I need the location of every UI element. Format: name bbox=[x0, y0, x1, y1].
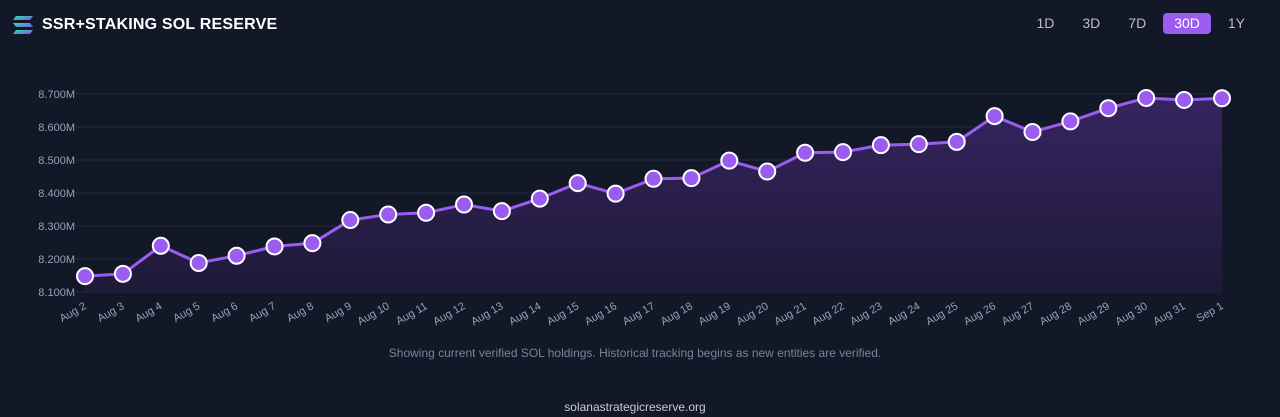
x-tick-label: Aug 10 bbox=[355, 300, 391, 328]
data-point bbox=[606, 184, 625, 203]
x-tick-label: Aug 20 bbox=[734, 300, 770, 328]
data-point bbox=[834, 143, 852, 162]
data-point bbox=[417, 203, 436, 222]
x-tick-label: Aug 22 bbox=[810, 300, 846, 328]
x-tick-label: Aug 13 bbox=[469, 300, 505, 328]
data-point bbox=[265, 237, 284, 256]
y-tick-label: 8.400M bbox=[38, 188, 75, 200]
data-point bbox=[113, 264, 132, 283]
data-point bbox=[1023, 122, 1042, 141]
data-point bbox=[720, 151, 739, 170]
x-tick-label: Aug 26 bbox=[962, 300, 998, 328]
data-point bbox=[379, 205, 398, 224]
data-point bbox=[341, 211, 360, 230]
time-range-tabs: 1D 3D 7D 30D 1Y bbox=[1025, 13, 1256, 34]
data-point bbox=[947, 132, 966, 151]
data-point bbox=[530, 189, 549, 208]
data-point bbox=[1137, 88, 1156, 107]
data-point bbox=[189, 253, 208, 272]
x-tick-label: Aug 8 bbox=[285, 300, 316, 325]
y-tick-label: 8.700M bbox=[38, 89, 75, 101]
x-tick-label: Aug 25 bbox=[924, 300, 960, 328]
tab-1y[interactable]: 1Y bbox=[1227, 15, 1245, 31]
x-tick-label: Aug 11 bbox=[394, 300, 429, 327]
data-point bbox=[985, 107, 1004, 126]
chart-title: SSR+STAKING SOL RESERVE bbox=[42, 16, 278, 33]
y-tick-label: 8.600M bbox=[38, 122, 75, 134]
footer-link[interactable]: solanastrategicreserve.org bbox=[564, 400, 706, 414]
x-tick-label: Aug 5 bbox=[171, 300, 202, 325]
data-point bbox=[455, 195, 473, 214]
x-tick-label: Aug 30 bbox=[1113, 300, 1149, 328]
y-tick-label: 8.500M bbox=[38, 155, 75, 167]
x-tick-label: Aug 23 bbox=[848, 300, 884, 328]
x-tick-label: Aug 27 bbox=[1000, 300, 1036, 328]
x-tick-label: Aug 9 bbox=[323, 300, 354, 325]
y-tick-label: 8.300M bbox=[38, 221, 75, 233]
tab-1d[interactable]: 1D bbox=[1036, 15, 1055, 31]
x-tick-label: Aug 29 bbox=[1076, 300, 1112, 328]
y-tick-label: 8.200M bbox=[38, 254, 75, 266]
x-tick-label: Aug 3 bbox=[96, 300, 127, 325]
data-point bbox=[871, 136, 890, 155]
x-tick-label: Aug 17 bbox=[621, 300, 657, 328]
x-tick-label: Aug 15 bbox=[545, 300, 581, 328]
x-tick-label: Aug 2 bbox=[58, 300, 89, 325]
x-tick-label: Aug 7 bbox=[247, 300, 278, 325]
x-tick-label: Aug 28 bbox=[1038, 300, 1074, 328]
data-point bbox=[1175, 90, 1194, 109]
data-point bbox=[151, 236, 170, 255]
data-point bbox=[1061, 112, 1080, 131]
x-tick-label: Sep 1 bbox=[1195, 300, 1226, 325]
chart-header: SSR+STAKING SOL RESERVE bbox=[12, 12, 277, 38]
x-tick-label: Aug 21 bbox=[772, 300, 808, 328]
tab-30d[interactable]: 30D bbox=[1163, 13, 1211, 34]
series-area bbox=[85, 97, 1222, 293]
x-tick-label: Aug 18 bbox=[659, 300, 695, 328]
x-tick-label: Aug 4 bbox=[133, 300, 164, 325]
y-tick-label: 8.100M bbox=[38, 287, 75, 299]
tab-7d[interactable]: 7D bbox=[1128, 15, 1147, 31]
x-tick-label: Aug 24 bbox=[886, 300, 922, 328]
data-point bbox=[492, 202, 511, 221]
data-point bbox=[909, 135, 928, 154]
x-tick-label: Aug 14 bbox=[507, 300, 543, 328]
data-point bbox=[1099, 99, 1118, 118]
data-point bbox=[682, 169, 701, 188]
data-point bbox=[76, 267, 94, 286]
data-point bbox=[568, 174, 587, 193]
chart-note: Showing current verified SOL holdings. H… bbox=[388, 346, 882, 360]
data-point bbox=[796, 143, 815, 162]
data-point bbox=[227, 246, 246, 265]
x-tick-label: Aug 31 bbox=[1151, 300, 1187, 328]
solana-logo-icon bbox=[13, 16, 33, 34]
x-tick-label: Aug 12 bbox=[431, 300, 467, 328]
data-point bbox=[758, 162, 777, 181]
data-point bbox=[303, 234, 322, 253]
data-point bbox=[644, 169, 663, 188]
x-tick-label: Aug 16 bbox=[583, 300, 619, 328]
x-tick-label: Aug 6 bbox=[209, 300, 240, 325]
data-point bbox=[1213, 89, 1231, 108]
x-tick-label: Aug 19 bbox=[697, 300, 733, 328]
tab-3d[interactable]: 3D bbox=[1082, 15, 1101, 31]
